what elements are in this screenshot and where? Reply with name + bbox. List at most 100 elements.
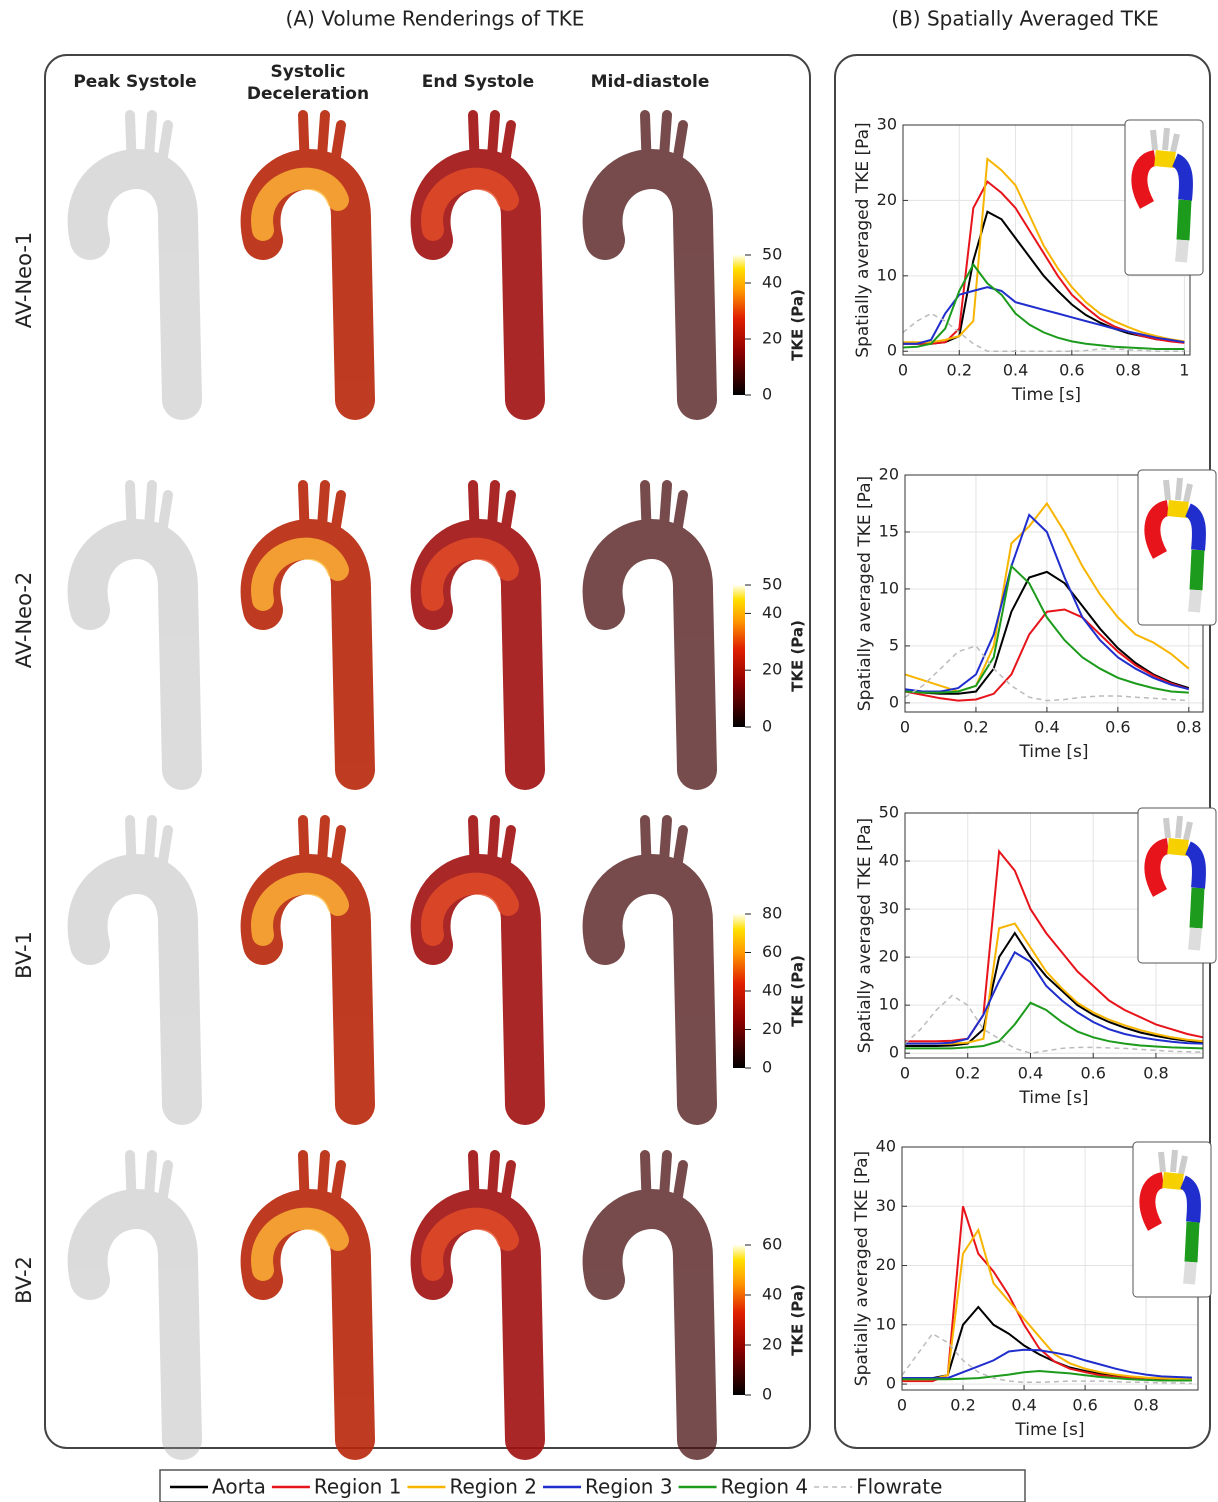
panel-b-title: (B) Spatially Averaged TKE — [891, 7, 1158, 31]
inset-branches — [1150, 127, 1180, 153]
aorta-hotspot — [251, 872, 349, 946]
aorta-hotspot — [421, 167, 519, 241]
y-tick-label: 10 — [877, 265, 897, 284]
y-tick-label: 10 — [876, 1314, 896, 1333]
legend-label: Region 1 — [314, 1475, 402, 1499]
y-tick-label: 30 — [876, 1196, 896, 1215]
panel-a-frame — [44, 54, 811, 1449]
inset-region-1 — [1144, 838, 1171, 897]
colorbar — [733, 255, 745, 395]
aorta-rendering — [67, 110, 202, 420]
y-axis-label: Spatially averaged TKE [Pa] — [852, 1151, 872, 1386]
colorbar-tick-label: 80 — [762, 904, 782, 923]
x-tick-label: 0.4 — [1011, 1396, 1036, 1415]
y-tick-label: 40 — [879, 851, 899, 870]
y-axis-label: Spatially averaged TKE [Pa] — [855, 818, 875, 1053]
series-line — [905, 950, 1204, 1045]
colorbar-tick-label: 0 — [762, 1385, 772, 1404]
aorta-rendering — [582, 480, 717, 790]
x-tick-label: 0.2 — [947, 361, 972, 380]
x-tick-label: 0.2 — [955, 1064, 980, 1083]
legend-label: Flowrate — [856, 1475, 942, 1499]
series-line — [902, 1227, 1192, 1381]
aorta-rendering — [240, 1150, 375, 1460]
y-tick-label: 5 — [889, 635, 899, 654]
panel-b-frame — [834, 54, 1211, 1449]
series-line — [905, 848, 1204, 1043]
aorta-body — [582, 149, 717, 420]
column-header: End Systole — [422, 72, 534, 92]
x-tick-label: 0 — [898, 361, 908, 380]
inset-branches — [1163, 815, 1193, 841]
aorta-rendering — [410, 1150, 545, 1460]
x-tick-label: 0.6 — [1080, 1064, 1105, 1083]
x-axis-label: Time [s] — [1011, 385, 1081, 405]
inset-region-2 — [1162, 1172, 1184, 1190]
row-label: AV-Neo-1 — [12, 232, 36, 329]
colorbar-tick-label: 40 — [762, 273, 782, 292]
y-axis-label: Spatially averaged TKE [Pa] — [855, 476, 875, 711]
colorbar-tick-label: 0 — [762, 717, 772, 736]
series-line — [904, 570, 1190, 695]
series-line — [902, 262, 1185, 350]
y-tick-label: 10 — [879, 995, 899, 1014]
branch-vessel — [125, 1150, 173, 1220]
x-tick-label: 0.6 — [1105, 718, 1130, 737]
x-axis-label: Time [s] — [1018, 1088, 1088, 1108]
inset-branches — [1158, 1149, 1188, 1175]
colorbar-tick-label: 0 — [762, 1058, 772, 1077]
colorbar-tick-label: 50 — [762, 245, 782, 264]
series-line — [901, 1332, 1192, 1385]
x-tick-label: 0.2 — [963, 718, 988, 737]
y-tick-label: 20 — [879, 465, 899, 484]
x-tick-label: 0.8 — [1143, 1064, 1168, 1083]
x-tick-label: 0 — [900, 718, 910, 737]
colorbar-tick-label: 50 — [762, 575, 782, 594]
aorta-rendering — [582, 110, 717, 420]
x-tick-label: 0.4 — [1003, 361, 1028, 380]
colorbar-tick-label: 40 — [762, 1285, 782, 1304]
inset-region-1 — [1131, 150, 1158, 209]
aorta-body — [582, 1189, 717, 1460]
column-header: Systolic Deceleration — [247, 62, 369, 104]
legend-label: Region 4 — [721, 1475, 809, 1499]
inset-region-2 — [1154, 150, 1176, 168]
inset-region-4 — [1189, 887, 1205, 929]
colorbar-tick-label: 20 — [762, 660, 782, 679]
aorta-hotspot — [251, 537, 349, 611]
aorta-hotspot — [421, 537, 519, 611]
aorta-hotspot — [251, 1207, 349, 1281]
inset-outlet — [1188, 927, 1202, 951]
y-tick-label: 10 — [879, 578, 899, 597]
x-tick-label: 0.2 — [950, 1396, 975, 1415]
inset-region-3 — [1179, 1175, 1201, 1223]
series-line — [904, 645, 1189, 702]
series-line — [902, 1348, 1192, 1380]
series-line — [905, 1001, 1204, 1050]
aorta-hotspot — [421, 872, 519, 946]
column-header: Mid-diastole — [591, 72, 710, 92]
aorta-rendering — [410, 480, 545, 790]
series-line — [902, 312, 1185, 352]
legend-label: Region 3 — [585, 1475, 673, 1499]
inset-outlet — [1188, 589, 1202, 613]
aorta-rendering — [240, 815, 375, 1125]
aorta-rendering — [67, 480, 202, 790]
inset-region-3 — [1184, 503, 1206, 551]
series-line — [903, 156, 1185, 344]
series-line — [905, 931, 1204, 1047]
aorta-hotspot — [251, 167, 349, 241]
aorta-rendering — [67, 815, 202, 1125]
colorbar-tick-label: 20 — [762, 1335, 782, 1354]
inset-region-2 — [1167, 500, 1189, 518]
y-tick-label: 20 — [879, 947, 899, 966]
aorta-rendering — [240, 480, 375, 790]
y-tick-label: 30 — [877, 115, 897, 134]
row-label: BV-2 — [12, 1256, 36, 1304]
colorbar — [733, 585, 745, 727]
y-tick-label: 20 — [877, 190, 897, 209]
y-tick-label: 40 — [876, 1137, 896, 1156]
aorta-hotspot — [421, 1207, 519, 1281]
branch-vessel — [125, 480, 173, 550]
branch-vessel — [125, 815, 173, 885]
